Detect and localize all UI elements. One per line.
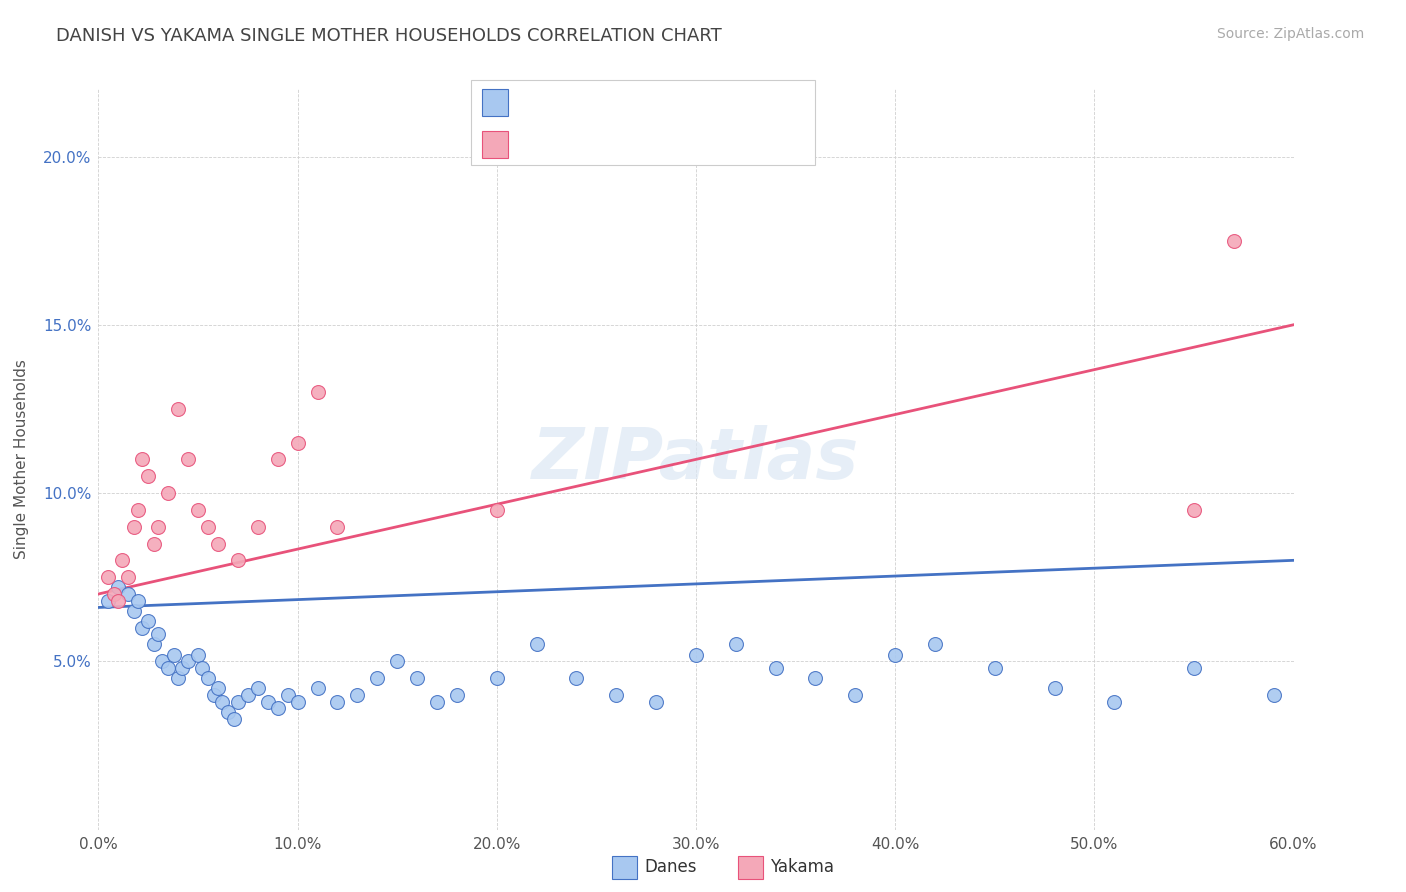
Point (884, 648, 907, 662)
Point (685, 648, 707, 662)
Point (1043, 681, 1066, 696)
Point (117, 587, 139, 601)
Point (446, 688, 468, 702)
Point (211, 695, 233, 709)
Point (97, 570, 120, 584)
Point (256, 695, 278, 709)
Point (1104, 695, 1126, 709)
Point (246, 681, 269, 696)
Point (984, 661, 1007, 675)
Point (150, 654, 173, 668)
Point (163, 648, 186, 662)
Point (326, 695, 349, 709)
Point (157, 486, 180, 500)
Point (103, 587, 125, 601)
Point (844, 688, 866, 702)
Point (307, 681, 329, 696)
Point (177, 654, 200, 668)
Point (136, 469, 159, 483)
Point (197, 671, 219, 685)
Point (287, 695, 309, 709)
Text: Danes: Danes (644, 858, 696, 877)
Point (107, 580, 129, 594)
Point (136, 614, 159, 628)
Point (526, 637, 548, 651)
Point (143, 637, 166, 651)
Point (226, 695, 249, 709)
Point (207, 536, 229, 550)
Point (97, 593, 120, 607)
Text: Source: ZipAtlas.com: Source: ZipAtlas.com (1216, 27, 1364, 41)
Point (143, 536, 166, 550)
Text: ZIPatlas: ZIPatlas (533, 425, 859, 494)
Point (172, 661, 194, 675)
Point (177, 452, 200, 467)
Point (277, 688, 299, 702)
Point (157, 661, 180, 675)
Point (148, 627, 170, 641)
Point (366, 671, 388, 685)
Point (167, 401, 190, 416)
Point (1182, 661, 1205, 675)
Point (107, 593, 129, 607)
Point (426, 695, 449, 709)
Point (148, 519, 170, 533)
Point (346, 688, 368, 702)
Point (267, 701, 290, 715)
Point (222, 712, 245, 726)
Point (645, 695, 668, 709)
Y-axis label: Single Mother Households: Single Mother Households (14, 359, 30, 559)
Point (267, 452, 290, 467)
Point (565, 671, 588, 685)
Point (804, 671, 827, 685)
Point (111, 553, 134, 567)
Point (197, 519, 219, 533)
Point (1263, 688, 1285, 702)
Point (605, 688, 627, 702)
Text: Yakama: Yakama (770, 858, 835, 877)
Point (124, 519, 146, 533)
Point (307, 385, 329, 400)
Point (485, 671, 508, 685)
Point (1182, 503, 1205, 517)
Point (724, 637, 747, 651)
Point (167, 671, 190, 685)
Point (924, 637, 946, 651)
Point (127, 503, 149, 517)
Point (131, 452, 153, 467)
Point (207, 681, 229, 696)
Point (485, 503, 508, 517)
Point (226, 553, 249, 567)
Point (191, 661, 214, 675)
Point (287, 435, 309, 450)
Text: DANISH VS YAKAMA SINGLE MOTHER HOUSEHOLDS CORRELATION CHART: DANISH VS YAKAMA SINGLE MOTHER HOUSEHOLD… (56, 27, 723, 45)
Point (131, 621, 153, 635)
Point (202, 688, 225, 702)
Point (326, 519, 349, 533)
Point (127, 593, 149, 607)
Point (117, 570, 139, 584)
Point (124, 604, 146, 618)
Point (187, 648, 209, 662)
Text: R = 0.093   N = 55: R = 0.093 N = 55 (519, 94, 689, 112)
Point (187, 503, 209, 517)
Point (236, 688, 259, 702)
Point (765, 661, 787, 675)
Point (246, 519, 269, 533)
Point (385, 654, 409, 668)
Point (406, 671, 429, 685)
Text: R = 0.439   N = 26: R = 0.439 N = 26 (519, 136, 689, 153)
Point (217, 705, 239, 719)
Point (1223, 234, 1246, 248)
